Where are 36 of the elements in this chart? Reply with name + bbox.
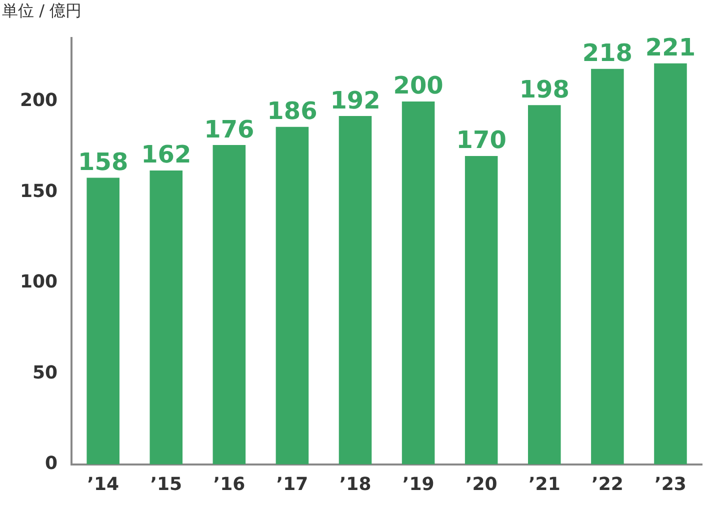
data-label: 221 — [645, 34, 696, 62]
data-label: 158 — [78, 148, 128, 176]
bar — [402, 102, 435, 464]
y-axis-title: 単位 / 億円 — [2, 1, 82, 20]
x-tick-label: ’15 — [150, 474, 182, 495]
y-tick-label: 150 — [20, 180, 58, 202]
x-tick-label: ’14 — [87, 474, 120, 495]
data-label: 198 — [519, 75, 570, 104]
data-label: 192 — [330, 86, 380, 114]
data-label: 186 — [267, 97, 318, 126]
data-label: 200 — [393, 72, 444, 100]
bar — [276, 126, 309, 464]
y-tick-label: 100 — [20, 272, 58, 293]
bar — [528, 105, 561, 464]
y-tick-label: 0 — [45, 453, 58, 474]
x-tick-label: ’23 — [654, 474, 686, 495]
bar — [212, 145, 246, 464]
bar — [86, 178, 120, 464]
data-label: 176 — [204, 115, 254, 144]
data-label: 170 — [456, 126, 506, 154]
bar — [464, 156, 498, 464]
x-tick-label: ’20 — [465, 474, 498, 495]
x-tick-label: ’17 — [276, 474, 308, 495]
data-label: 162 — [141, 140, 192, 169]
x-tick-label: ’16 — [213, 474, 246, 495]
y-tick-label: 200 — [20, 90, 58, 112]
bar — [591, 68, 624, 464]
bar — [654, 63, 687, 464]
bar — [338, 116, 372, 464]
x-tick-label: ’21 — [528, 474, 560, 495]
x-tick-label: ’19 — [402, 474, 434, 495]
bar — [150, 170, 183, 464]
data-label: 218 — [582, 39, 632, 68]
x-tick-label: ’18 — [339, 474, 372, 495]
x-tick-label: ’22 — [591, 474, 624, 495]
y-tick-label: 50 — [32, 362, 58, 384]
